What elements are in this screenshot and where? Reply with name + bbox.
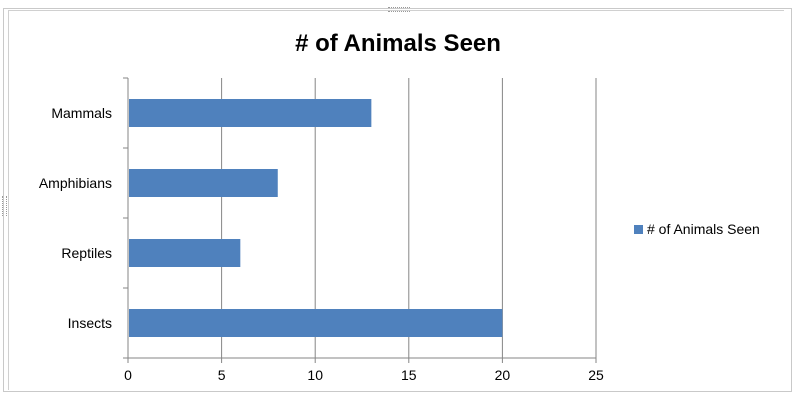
bars [129,99,503,337]
y-category-label-amphibians: Amphibians [39,175,112,191]
legend-swatch [634,224,643,234]
x-tick-labels: 0 5 10 15 20 25 [124,367,604,383]
resize-handle-top[interactable] [388,7,410,12]
axes [123,77,597,363]
x-tick-label-5: 25 [588,367,604,383]
y-category-label-insects: Insects [68,315,112,331]
resize-handle-left[interactable] [2,196,7,216]
x-tick-label-1: 5 [218,367,226,383]
bar-insects [129,309,503,337]
x-tick-label-0: 0 [124,367,132,383]
legend[interactable]: # of Animals Seen [634,221,760,237]
x-tick-label-3: 15 [401,367,417,383]
x-tick-label-4: 20 [495,367,511,383]
chart-area-border [8,10,784,390]
chart-title: # of Animals Seen [295,30,501,57]
bar-amphibians [129,169,278,197]
y-category-labels: Mammals Amphibians Reptiles Insects [39,105,112,331]
x-tick-label-2: 10 [307,367,323,383]
y-category-label-mammals: Mammals [51,105,112,121]
bar-reptiles [129,239,241,267]
legend-label: # of Animals Seen [647,221,760,237]
bar-mammals [129,99,372,127]
y-category-label-reptiles: Reptiles [61,245,112,261]
